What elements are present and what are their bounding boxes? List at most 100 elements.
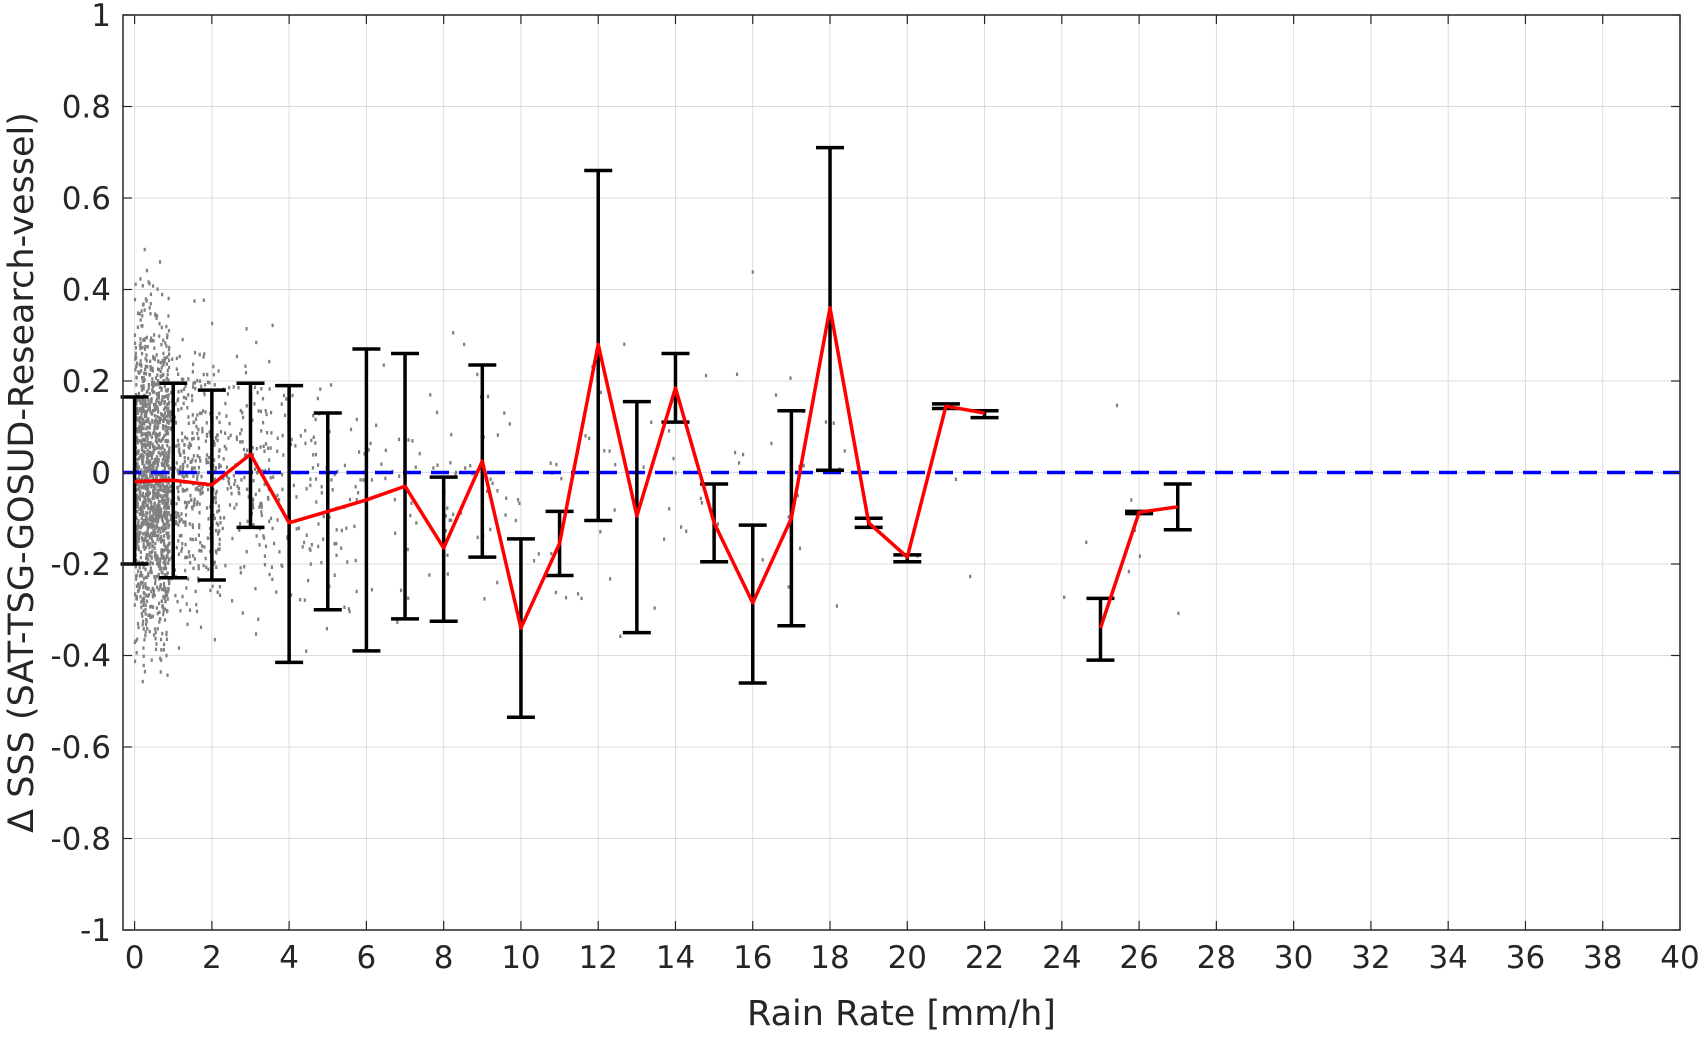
scatter-point <box>158 601 161 606</box>
scatter-point <box>177 523 180 527</box>
scatter-point <box>243 475 246 480</box>
scatter-point <box>191 523 194 527</box>
scatter-point <box>154 403 157 408</box>
scatter-point <box>154 431 157 436</box>
scatter-point <box>158 420 162 424</box>
scatter-point <box>167 475 170 480</box>
scatter-point <box>214 496 217 500</box>
scatter-point <box>197 465 201 470</box>
scatter-point <box>165 394 168 398</box>
scatter-point <box>147 460 150 464</box>
scatter-point <box>185 602 188 606</box>
scatter-point <box>187 456 190 461</box>
scatter-point <box>168 345 171 350</box>
scatter-point <box>162 595 165 599</box>
scatter-point <box>254 586 257 591</box>
scatter-point <box>205 565 208 569</box>
scatter-point <box>142 542 145 547</box>
scatter-point <box>156 534 159 538</box>
scatter-point <box>207 517 210 521</box>
scatter-point <box>227 479 230 483</box>
scatter-point <box>167 296 170 301</box>
scatter-point <box>195 609 199 614</box>
scatter-point <box>137 536 141 541</box>
scatter-point <box>156 457 159 462</box>
x-tick-label: 34 <box>1428 940 1467 976</box>
scatter-point <box>154 533 157 538</box>
scatter-point <box>191 385 195 389</box>
scatter-point <box>137 438 140 443</box>
scatter-point <box>162 642 166 647</box>
scatter-point <box>255 534 258 538</box>
scatter-point <box>235 435 238 439</box>
scatter-point <box>183 435 187 440</box>
scatter-point <box>166 502 169 506</box>
scatter-point <box>969 574 972 579</box>
scatter-point <box>375 423 378 428</box>
scatter-point <box>235 437 238 442</box>
scatter-point <box>292 483 296 488</box>
scatter-point <box>151 525 154 529</box>
scatter-point <box>335 541 338 546</box>
scatter-point <box>140 468 143 473</box>
scatter-point <box>153 546 156 551</box>
x-tick-label: 36 <box>1506 940 1545 976</box>
scatter-point <box>160 388 163 392</box>
scatter-point <box>158 567 161 571</box>
scatter-point <box>281 433 284 438</box>
scatter-point <box>149 301 152 306</box>
scatter-point <box>148 403 151 407</box>
scatter-point <box>155 574 158 579</box>
scatter-point <box>192 381 195 386</box>
scatter-point <box>143 247 146 252</box>
scatter-point <box>166 593 169 597</box>
scatter-point <box>177 372 180 376</box>
scatter-point <box>139 359 142 363</box>
scatter-point <box>308 547 311 551</box>
scatter-point <box>156 558 159 563</box>
scatter-point <box>150 452 153 457</box>
scatter-point <box>146 485 149 490</box>
scatter-point <box>685 529 688 534</box>
scatter-point <box>140 432 143 436</box>
scatter-point <box>226 487 229 491</box>
scatter-point <box>154 515 157 520</box>
scatter-point <box>154 578 157 582</box>
scatter-point <box>164 557 167 561</box>
scatter-point <box>203 392 206 397</box>
scatter-point <box>149 338 152 343</box>
scatter-point <box>554 590 557 595</box>
scatter-point <box>260 505 263 509</box>
scatter-point <box>824 420 828 424</box>
scatter-point <box>314 477 318 481</box>
scatter-point <box>139 582 142 586</box>
scatter-point <box>165 531 168 535</box>
scatter-point <box>163 503 166 507</box>
scatter-point <box>148 306 151 310</box>
scatter-point <box>216 532 220 536</box>
scatter-point <box>166 550 169 554</box>
scatter-point <box>135 417 138 422</box>
scatter-point <box>152 383 155 388</box>
scatter-point <box>310 542 314 547</box>
scatter-point <box>167 352 171 356</box>
scatter-point <box>156 495 160 500</box>
scatter-point <box>397 437 401 442</box>
scatter-point <box>159 583 162 587</box>
scatter-point <box>174 402 177 406</box>
scatter-point <box>260 502 263 506</box>
scatter-point <box>142 379 146 383</box>
scatter-point <box>168 414 172 419</box>
scatter-point <box>136 450 139 455</box>
scatter-point <box>199 459 202 463</box>
scatter-point <box>147 382 151 387</box>
scatter-point <box>218 411 221 416</box>
scatter-point <box>200 474 203 479</box>
scatter-point <box>167 453 170 458</box>
scatter-point <box>181 438 184 443</box>
scatter-point <box>136 411 139 415</box>
scatter-point <box>158 321 161 326</box>
scatter-point <box>158 367 161 372</box>
scatter-point <box>136 621 140 626</box>
scatter-point <box>153 333 156 337</box>
